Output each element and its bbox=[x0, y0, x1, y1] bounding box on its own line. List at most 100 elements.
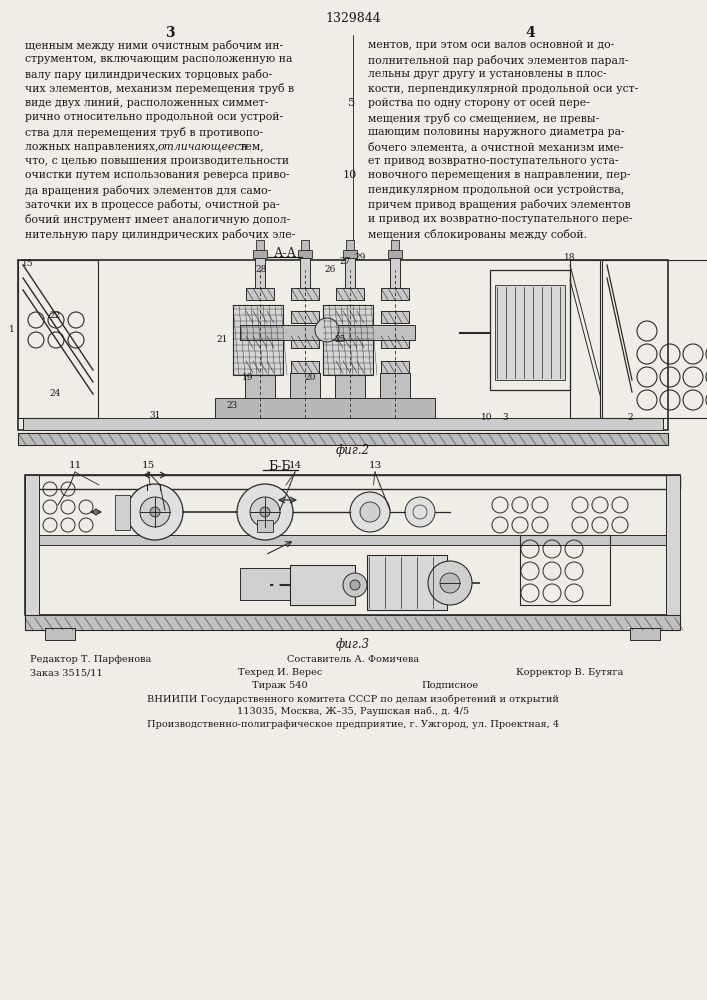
Circle shape bbox=[440, 573, 460, 593]
Text: 2: 2 bbox=[627, 412, 633, 422]
Bar bbox=[336, 311, 364, 323]
Text: чих элементов, механизм перемещения труб в: чих элементов, механизм перемещения труб… bbox=[25, 84, 294, 95]
Bar bbox=[570, 260, 600, 418]
Text: ВНИИПИ Государственного комитета СССР по делам изобретений и открытий: ВНИИПИ Государственного комитета СССР по… bbox=[147, 694, 559, 704]
Bar bbox=[291, 336, 319, 348]
Circle shape bbox=[405, 497, 435, 527]
Bar bbox=[367, 555, 447, 610]
Text: фиг.3: фиг.3 bbox=[336, 638, 370, 651]
Text: рично относительно продольной оси устрой-: рично относительно продольной оси устрой… bbox=[25, 112, 283, 122]
Bar bbox=[18, 260, 668, 430]
Bar bbox=[246, 361, 274, 373]
Bar bbox=[45, 628, 75, 640]
Bar bbox=[255, 258, 265, 288]
Bar bbox=[253, 250, 267, 258]
Bar bbox=[602, 260, 707, 418]
Bar bbox=[115, 495, 130, 530]
Bar bbox=[18, 433, 668, 445]
Text: да вращения рабочих элементов для само-: да вращения рабочих элементов для само- bbox=[25, 185, 271, 196]
Bar bbox=[336, 336, 364, 348]
Bar bbox=[18, 260, 98, 418]
Text: нительную пару цилиндрических рабочих эле-: нительную пару цилиндрических рабочих эл… bbox=[25, 229, 296, 239]
Circle shape bbox=[360, 502, 380, 522]
Text: кости, перпендикулярной продольной оси уст-: кости, перпендикулярной продольной оси у… bbox=[368, 84, 638, 94]
Text: 31: 31 bbox=[149, 412, 160, 420]
Text: мещения сблокированы между собой.: мещения сблокированы между собой. bbox=[368, 229, 587, 239]
Text: 1: 1 bbox=[9, 326, 15, 334]
Bar bbox=[298, 250, 312, 258]
Circle shape bbox=[350, 492, 390, 532]
Circle shape bbox=[237, 484, 293, 540]
Bar bbox=[25, 615, 680, 630]
Text: Заказ 3515/11: Заказ 3515/11 bbox=[30, 668, 103, 677]
Text: 15: 15 bbox=[22, 259, 34, 268]
Bar bbox=[215, 398, 435, 418]
Circle shape bbox=[315, 318, 339, 342]
Bar bbox=[335, 373, 365, 398]
Bar bbox=[25, 475, 680, 489]
Circle shape bbox=[250, 497, 280, 527]
Circle shape bbox=[260, 507, 270, 517]
Bar bbox=[23, 418, 663, 430]
Text: полнительной пар рабочих элементов парал-: полнительной пар рабочих элементов парал… bbox=[368, 54, 629, 66]
Text: пендикулярном продольной оси устройства,: пендикулярном продольной оси устройства, bbox=[368, 185, 624, 195]
Text: 13: 13 bbox=[368, 461, 382, 470]
Text: и привод их возвратно-поступательного пере-: и привод их возвратно-поступательного пе… bbox=[368, 214, 633, 224]
Bar bbox=[291, 311, 319, 323]
Text: 11: 11 bbox=[69, 461, 81, 470]
Bar bbox=[336, 361, 364, 373]
Text: виде двух линий, расположенных симмет-: виде двух линий, расположенных симмет- bbox=[25, 98, 269, 108]
Bar bbox=[233, 305, 283, 375]
Circle shape bbox=[350, 580, 360, 590]
Bar bbox=[380, 373, 410, 398]
Text: 25: 25 bbox=[334, 336, 346, 344]
Text: бочего элемента, а очистной механизм име-: бочего элемента, а очистной механизм име… bbox=[368, 141, 624, 152]
Bar bbox=[246, 336, 274, 348]
Bar bbox=[390, 258, 400, 288]
Bar bbox=[381, 311, 409, 323]
Text: 10: 10 bbox=[481, 412, 493, 422]
Text: заточки их в процессе работы, очистной ра-: заточки их в процессе работы, очистной р… bbox=[25, 200, 280, 211]
Bar bbox=[336, 288, 364, 300]
Text: 10: 10 bbox=[343, 170, 357, 180]
Text: шающим половины наружного диаметра ра-: шающим половины наружного диаметра ра- bbox=[368, 127, 624, 137]
Circle shape bbox=[140, 497, 170, 527]
Bar bbox=[343, 250, 357, 258]
Text: фиг.2: фиг.2 bbox=[336, 444, 370, 457]
Text: Составитель А. Фомичева: Составитель А. Фомичева bbox=[287, 655, 419, 664]
Text: щенным между ними очистным рабочим ин-: щенным между ними очистным рабочим ин- bbox=[25, 40, 283, 51]
Text: 4: 4 bbox=[525, 26, 535, 40]
Bar bbox=[291, 288, 319, 300]
Bar bbox=[25, 535, 680, 545]
Bar bbox=[490, 270, 570, 390]
Bar bbox=[300, 258, 310, 288]
Text: Б-Б: Б-Б bbox=[269, 460, 291, 473]
Text: новочного перемещения в направлении, пер-: новочного перемещения в направлении, пер… bbox=[368, 170, 631, 180]
Text: отличающееся: отличающееся bbox=[158, 141, 249, 151]
Bar bbox=[257, 520, 273, 532]
Text: мещения труб со смещением, не превы-: мещения труб со смещением, не превы- bbox=[368, 112, 599, 123]
Text: валу пару цилиндрических торцовых рабо-: валу пару цилиндрических торцовых рабо- bbox=[25, 69, 272, 80]
Circle shape bbox=[150, 507, 160, 517]
Text: Производственно-полиграфическое предприятие, г. Ужгород, ул. Проектная, 4: Производственно-полиграфическое предприя… bbox=[147, 720, 559, 729]
Bar bbox=[301, 240, 309, 250]
Text: Тираж 540: Тираж 540 bbox=[252, 681, 308, 690]
Bar bbox=[381, 288, 409, 300]
Text: ства для перемещения труб в противопо-: ства для перемещения труб в противопо- bbox=[25, 127, 263, 138]
Text: 27: 27 bbox=[339, 257, 351, 266]
Text: Корректор В. Бутяга: Корректор В. Бутяга bbox=[516, 668, 624, 677]
Text: струментом, включающим расположенную на: струментом, включающим расположенную на bbox=[25, 54, 293, 64]
Text: 5: 5 bbox=[349, 98, 356, 108]
Text: Редактор Т. Парфенова: Редактор Т. Парфенова bbox=[30, 655, 151, 664]
Text: бочий инструмент имеет аналогичную допол-: бочий инструмент имеет аналогичную допол… bbox=[25, 214, 291, 225]
Text: 23: 23 bbox=[226, 401, 238, 410]
Text: 19: 19 bbox=[243, 373, 254, 382]
Bar bbox=[256, 240, 264, 250]
Text: А-А: А-А bbox=[274, 247, 296, 260]
Bar bbox=[290, 565, 355, 605]
Text: очистки путем использования реверса приво-: очистки путем использования реверса прив… bbox=[25, 170, 290, 180]
Bar bbox=[246, 288, 274, 300]
Text: причем привод вращения рабочих элементов: причем привод вращения рабочих элементов bbox=[368, 200, 631, 211]
Bar bbox=[323, 305, 373, 375]
Text: ройства по одну сторону от осей пере-: ройства по одну сторону от осей пере- bbox=[368, 98, 590, 108]
